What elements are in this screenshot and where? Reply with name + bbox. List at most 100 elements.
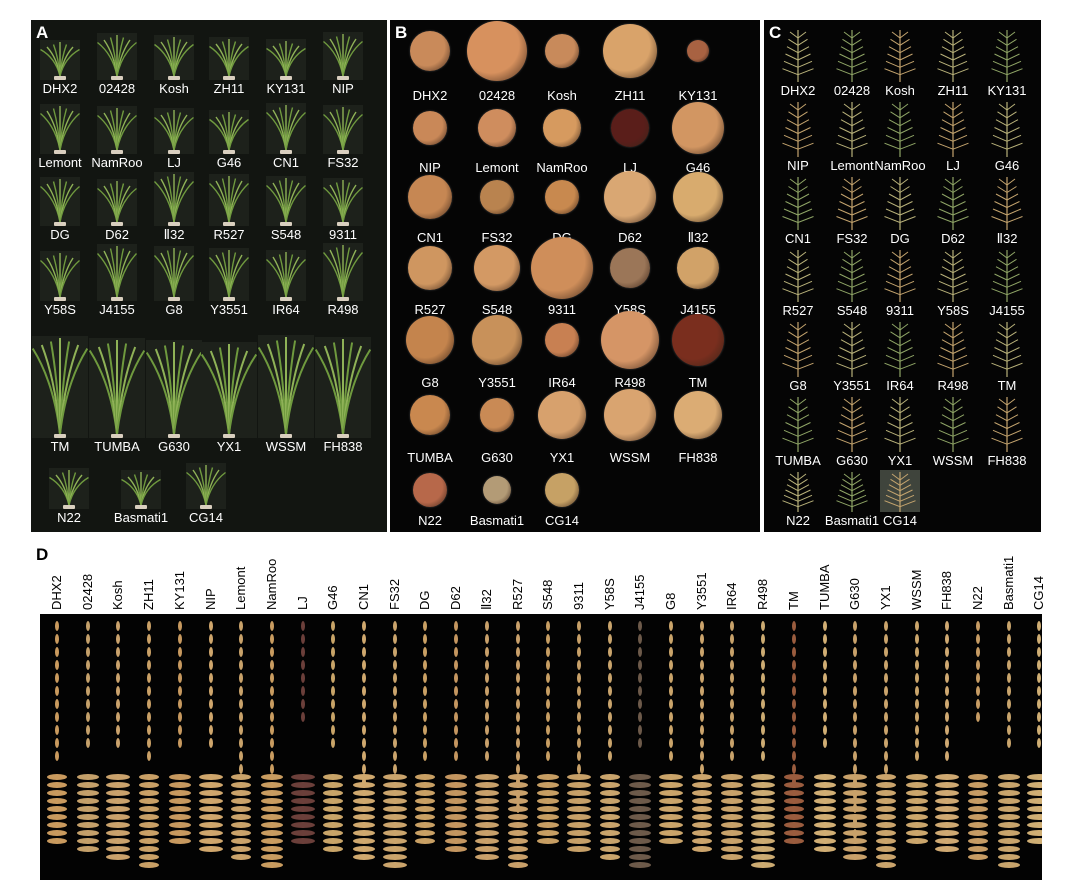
grain (813, 822, 836, 828)
grain (783, 822, 804, 828)
grain (507, 862, 528, 868)
grain (638, 660, 643, 670)
panicle-branch (851, 331, 862, 339)
grain (300, 634, 305, 644)
grain-width-column (1027, 774, 1042, 846)
grain (883, 647, 888, 657)
grain (875, 854, 896, 860)
grain (198, 790, 223, 796)
panicle-image (778, 248, 818, 302)
panicle-branch (937, 68, 954, 76)
genotype-label: WSSM (908, 569, 924, 610)
grain (853, 816, 858, 826)
grain (699, 673, 704, 683)
panicle-branch (995, 414, 1008, 422)
panicle-branch (788, 258, 799, 266)
grain (1037, 634, 1042, 644)
panicle-branch (797, 478, 808, 486)
grain-width-column (659, 774, 683, 846)
plant-image (154, 108, 194, 154)
grain (761, 621, 766, 631)
grain (843, 814, 868, 820)
grain (85, 712, 90, 722)
panicle-branches (884, 397, 916, 452)
panicle-branch (941, 414, 954, 422)
grain (392, 725, 397, 735)
panicle-branch (797, 134, 813, 142)
genotype-label: CG14 (883, 513, 917, 528)
grain (147, 647, 152, 657)
plant-pot (223, 150, 235, 154)
grain (751, 806, 776, 812)
grain (576, 712, 581, 722)
grain (168, 822, 191, 828)
plant-leaf (266, 184, 287, 223)
genotype-label: J4155 (680, 302, 716, 317)
panicle-branches (991, 250, 1023, 302)
grain (484, 712, 489, 722)
grain (537, 838, 560, 844)
grain-length-column (300, 620, 305, 725)
grain (290, 774, 315, 780)
panicle-branch (1006, 38, 1017, 46)
grain (231, 854, 252, 860)
grain (362, 660, 366, 670)
grain (599, 846, 620, 852)
panicle-branch (797, 331, 808, 339)
plant-image (323, 243, 363, 301)
grain (537, 774, 560, 780)
plant-pot (337, 222, 349, 226)
grain (208, 686, 213, 696)
grain (106, 830, 131, 836)
grain (290, 782, 315, 788)
panicle-branch (797, 339, 810, 347)
grain (353, 782, 375, 788)
panicle-branch (887, 201, 901, 208)
plant-leaf (285, 346, 314, 435)
grain (353, 814, 375, 820)
grain (721, 798, 744, 804)
grain (353, 838, 375, 844)
plant-leaves (266, 41, 306, 77)
grain (791, 764, 796, 774)
panicle-branch (840, 484, 853, 492)
grain (761, 738, 766, 748)
panicle-branch (888, 119, 901, 127)
grain (507, 838, 528, 844)
grain (177, 725, 182, 735)
panicle-image (880, 470, 920, 512)
grain-width-column (353, 774, 375, 862)
grain (515, 751, 520, 761)
grain-width-column (474, 774, 499, 862)
panicle-branch (797, 273, 811, 281)
grain (546, 673, 551, 683)
grain (177, 647, 182, 657)
panel-c-panicles: C DHX2 02428 Kosh ZH11 KY131 NIP Lemont NamRoo L… (764, 20, 1041, 532)
panicle-branch (836, 216, 853, 223)
genotype-label: ZH11 (141, 579, 157, 610)
panicle-branch (789, 398, 799, 406)
grain (147, 673, 152, 683)
panicle-branch (952, 46, 965, 54)
grain (269, 764, 274, 774)
panicle-branch (891, 103, 901, 111)
plant-pot (168, 76, 180, 80)
grain (231, 774, 252, 780)
grain-width-column (382, 774, 407, 870)
grain (106, 806, 131, 812)
plant-pot (280, 76, 292, 80)
grain (546, 751, 551, 761)
plant-leaf (173, 351, 202, 435)
plant-leaf (116, 187, 137, 223)
panicle-branches (836, 472, 868, 512)
grain (566, 774, 591, 780)
grain (116, 647, 121, 657)
panicle-branch (991, 288, 1008, 296)
grain (945, 738, 950, 748)
grain (515, 634, 520, 644)
panicle-branch (938, 134, 954, 142)
plant-leaf (228, 182, 249, 223)
grain (791, 738, 796, 748)
panicle-image (933, 248, 973, 302)
plant-leaf (52, 181, 61, 223)
